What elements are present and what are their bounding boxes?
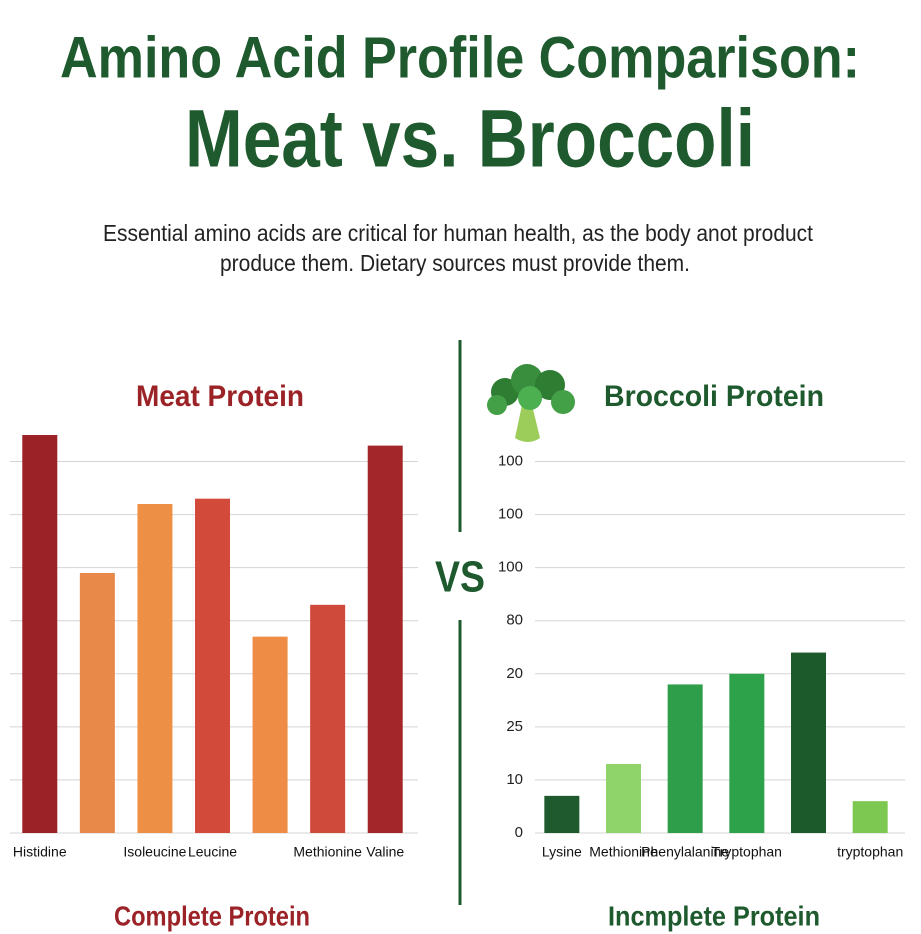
- bar: [667, 684, 703, 833]
- bar: [729, 673, 765, 833]
- y-tick-label: 100: [498, 559, 523, 576]
- chart-footer: Complete Protein: [114, 900, 310, 931]
- x-tick-label: Methionine: [293, 844, 362, 860]
- y-tick-label: 10: [506, 771, 523, 788]
- x-tick-label: Tryptophan: [712, 844, 782, 860]
- y-tick-label: 100: [498, 506, 523, 523]
- broccoli-icon: [487, 364, 575, 442]
- chart-title: Broccoli Protein: [604, 380, 824, 413]
- y-tick-label: 20: [506, 665, 523, 682]
- bar: [22, 435, 58, 833]
- bar: [544, 795, 580, 833]
- bar: [79, 572, 115, 833]
- bar: [310, 604, 346, 833]
- bar: [252, 636, 288, 833]
- x-tick-label: Methionine: [589, 844, 658, 860]
- bar: [852, 801, 888, 833]
- x-tick-label: Isoleucine: [123, 844, 186, 860]
- x-tick-label: Phenylalanine: [641, 844, 729, 860]
- chart-title: Meat Protein: [136, 380, 304, 413]
- x-tick-label: Leucine: [188, 844, 237, 860]
- y-tick-label: 100: [498, 453, 523, 470]
- x-tick-label: Lysine: [542, 844, 582, 860]
- x-tick-label: Valine: [366, 844, 404, 860]
- x-tick-label: tryptophan: [837, 844, 903, 860]
- y-tick-label: 0: [515, 824, 523, 841]
- description-line: Essential amino acids are critical for h…: [103, 220, 814, 246]
- bar: [367, 445, 403, 833]
- y-tick-label: 80: [506, 612, 523, 629]
- subtitle-title: Meat vs. Broccoli: [185, 94, 755, 185]
- bar: [606, 764, 641, 833]
- vs-label: VS: [435, 553, 485, 602]
- bar: [137, 503, 173, 833]
- title: Amino Acid Profile Comparison:: [60, 25, 860, 90]
- bar: [791, 652, 826, 833]
- x-tick-label: Histidine: [13, 844, 67, 860]
- chart-footer: Incmplete Protein: [608, 900, 820, 931]
- description-line: produce them. Dietary sources must provi…: [220, 250, 690, 276]
- y-tick-label: 25: [506, 718, 523, 735]
- bar: [195, 498, 230, 833]
